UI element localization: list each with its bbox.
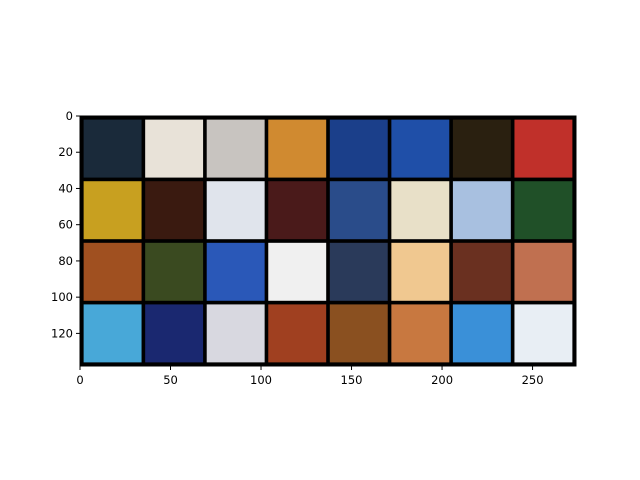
- y-tick-label: 20: [58, 145, 73, 159]
- image-tile-r2-c1: [145, 242, 204, 301]
- image-tile-r2-c0: [83, 242, 142, 301]
- y-tick-label: 120: [51, 326, 73, 340]
- image-tile-r1-c7: [514, 181, 573, 240]
- image-tile-r1-c6: [452, 181, 511, 240]
- image-tile-r0-c4: [329, 119, 388, 178]
- image-tile-r2-c6: [452, 242, 511, 301]
- image-tile-r0-c0: [83, 119, 142, 178]
- image-tile-r0-c7: [514, 119, 573, 178]
- image-tile-r1-c4: [329, 181, 388, 240]
- x-tick-label: 0: [76, 373, 83, 387]
- image-tile-r3-c7: [514, 304, 573, 363]
- image-tile-r1-c0: [83, 181, 142, 240]
- image-tile-r3-c6: [452, 304, 511, 363]
- image-tile-r3-c4: [329, 304, 388, 363]
- image-tile-r0-c6: [452, 119, 511, 178]
- image-tile-r2-c3: [268, 242, 327, 301]
- image-tile-r0-c5: [391, 119, 450, 178]
- image-tile-r0-c2: [206, 119, 265, 178]
- image-tile-r3-c0: [83, 304, 142, 363]
- image-tile-r1-c3: [268, 181, 327, 240]
- image-tile-r3-c2: [206, 304, 265, 363]
- axes-frame: [79, 115, 577, 367]
- x-axis: 0 50 100 150 200 250: [76, 366, 544, 387]
- x-tick-label: 150: [341, 373, 363, 387]
- y-tick-label: 80: [58, 254, 73, 268]
- image-tile-r2-c7: [514, 242, 573, 301]
- y-tick-label: 40: [58, 181, 73, 195]
- image-tile-r3-c1: [145, 304, 204, 363]
- image-tile-r2-c4: [329, 242, 388, 301]
- image-tile-r2-c2: [206, 242, 265, 301]
- y-axis: 0 20 40 60 80 100 120: [51, 109, 80, 340]
- image-tiles: [83, 119, 573, 363]
- image-tile-r3-c5: [391, 304, 450, 363]
- image-tile-r1-c2: [206, 181, 265, 240]
- x-tick-label: 50: [163, 373, 178, 387]
- y-tick-label: 0: [66, 109, 73, 123]
- x-tick-label: 100: [250, 373, 272, 387]
- y-tick-label: 60: [58, 218, 73, 232]
- image-tile-r0-c1: [145, 119, 204, 178]
- x-tick-label: 200: [431, 373, 453, 387]
- y-tick-label: 100: [51, 290, 73, 304]
- image-tile-r2-c5: [391, 242, 450, 301]
- plot-area: [79, 115, 577, 367]
- image-tile-r3-c3: [268, 304, 327, 363]
- image-tile-r0-c3: [268, 119, 327, 178]
- x-tick-label: 250: [522, 373, 544, 387]
- image-tile-r1-c1: [145, 181, 204, 240]
- image-tile-r1-c5: [391, 181, 450, 240]
